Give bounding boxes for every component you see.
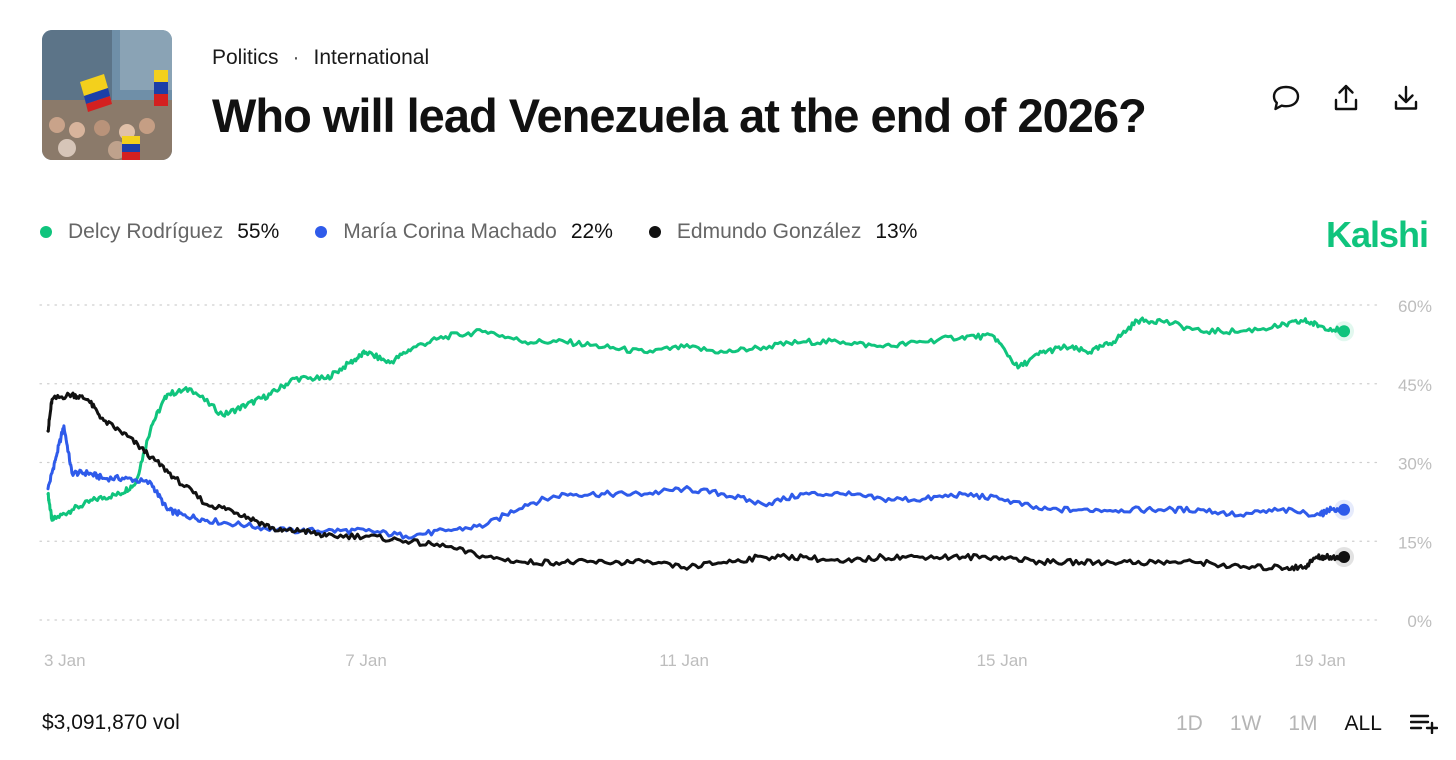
share-button[interactable] [1328,80,1364,116]
legend-value: 13% [875,220,918,243]
series-end-point [1338,325,1351,338]
legend-item-gonzalez[interactable]: Edmundo González 13% [648,220,918,244]
download-icon [1394,85,1418,110]
kalshi-logo: Kalshi [1326,214,1429,255]
range-1w-button[interactable]: 1W [1229,712,1262,735]
legend-name: María Corina Machado [343,220,557,243]
series-line-0 [46,316,1346,522]
legend-name: Edmundo González [676,220,862,243]
y-tick-label: 0% [1407,612,1432,631]
series-line-1 [46,424,1346,540]
series-end-point [1338,503,1351,516]
chart-legend: Delcy Rodríguez 55% María Corina Machado… [40,220,953,244]
series-end-point [1338,551,1351,563]
download-button[interactable] [1388,80,1424,116]
range-1d-button[interactable]: 1D [1176,712,1203,735]
list-add-icon [1409,714,1439,735]
breadcrumb-category[interactable]: Politics [212,46,279,69]
price-history-chart[interactable]: 0% 15% 30% 45% 60% 3 Jan 7 Jan 11 Jan 15 Jan 19 J… [0,280,1456,680]
breadcrumb-separator: · [292,46,300,69]
y-tick-label: 60% [1398,297,1432,316]
time-range-selector: 1D 1W 1M ALL [1176,712,1439,736]
y-tick-label: 30% [1398,455,1432,474]
action-bar [1268,80,1424,116]
breadcrumb-subcategory[interactable]: International [313,46,430,69]
share-icon [1334,84,1358,111]
x-tick-label: 7 Jan [345,651,387,670]
comment-icon [1272,85,1300,111]
legend-value: 22% [570,220,613,243]
x-tick-label: 11 Jan [659,651,709,670]
market-image [42,30,172,160]
x-tick-label: 3 Jan [44,651,86,670]
x-tick-label: 19 Jan [1295,651,1346,670]
page-title: Who will lead Venezuela at the end of 20… [212,89,1147,142]
legend-dot-icon [648,226,661,238]
y-tick-label: 15% [1398,533,1432,552]
legend-item-machado[interactable]: María Corina Machado 22% [315,220,613,244]
range-all-button[interactable]: ALL [1344,712,1382,735]
legend-dot-icon [315,226,328,238]
legend-value: 55% [237,220,280,243]
x-tick-label: 15 Jan [977,651,1028,670]
range-1m-button[interactable]: 1M [1288,712,1318,735]
breadcrumb: Politics · International [212,46,429,70]
series-line-2 [46,391,1346,572]
legend-item-delcy[interactable]: Delcy Rodríguez 55% [40,220,279,244]
volume-label: $3,091,870 vol [42,711,180,734]
add-to-list-button[interactable] [1409,712,1439,736]
y-tick-label: 45% [1398,376,1432,395]
legend-name: Delcy Rodríguez [68,220,224,243]
legend-dot-icon [40,226,52,238]
comment-button[interactable] [1268,80,1304,116]
